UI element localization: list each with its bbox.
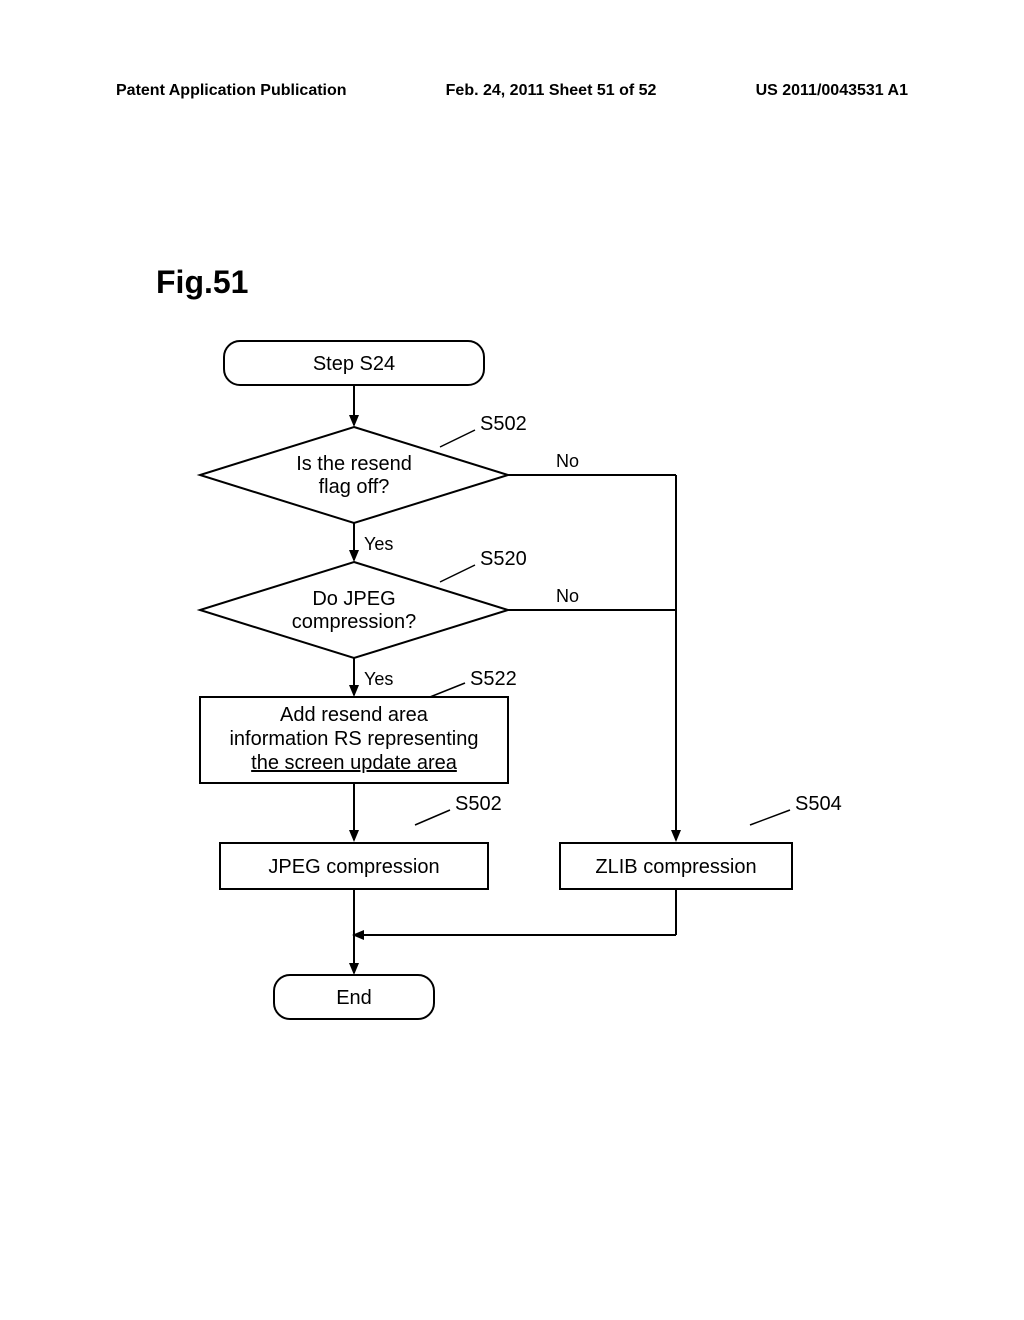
d1-label-line [440, 430, 475, 447]
end-text: End [336, 987, 372, 1009]
page-header: Patent Application Publication Feb. 24, … [116, 82, 908, 100]
d2-no-text: No [556, 586, 579, 606]
node-start: Step S24 [224, 341, 484, 385]
d1-label: S502 [480, 413, 527, 435]
p3-label: S504 [795, 793, 842, 815]
d2-label: S520 [480, 548, 527, 570]
header-right: US 2011/0043531 A1 [756, 82, 908, 100]
d2-line1: Do JPEG [312, 588, 395, 610]
node-process-2: JPEG compression [220, 843, 488, 889]
flowchart: Step S24 Is the resend flag off? S502 Ye… [120, 335, 900, 1035]
header-center: Feb. 24, 2011 Sheet 51 of 52 [446, 82, 657, 100]
node-end: End [274, 975, 434, 1019]
p1-label: S522 [470, 668, 517, 690]
d2-yes-text: Yes [364, 669, 393, 689]
header-left: Patent Application Publication [116, 82, 347, 100]
p2-label: S502 [455, 793, 502, 815]
start-text: Step S24 [313, 353, 395, 375]
p1-line1: Add resend area [280, 704, 429, 726]
p3-label-line [750, 810, 790, 825]
d1-yes-text: Yes [364, 534, 393, 554]
p1-line3: the screen update area [251, 752, 458, 774]
p2-text: JPEG compression [268, 856, 439, 878]
d1-line2: flag off? [319, 476, 390, 498]
d2-label-line [440, 565, 475, 582]
d1-line1: Is the resend [296, 453, 412, 475]
p1-label-line [430, 683, 465, 697]
node-decision-1: Is the resend flag off? [200, 427, 508, 523]
d1-no-text: No [556, 451, 579, 471]
node-decision-2: Do JPEG compression? [200, 562, 508, 658]
node-process-3: ZLIB compression [560, 843, 792, 889]
p1-line2: information RS representing [229, 728, 478, 750]
figure-label: Fig.51 [156, 264, 248, 301]
node-process-1: Add resend area information RS represent… [200, 697, 508, 783]
p3-text: ZLIB compression [595, 856, 756, 878]
p2-label-line [415, 810, 450, 825]
d2-line2: compression? [292, 611, 417, 633]
